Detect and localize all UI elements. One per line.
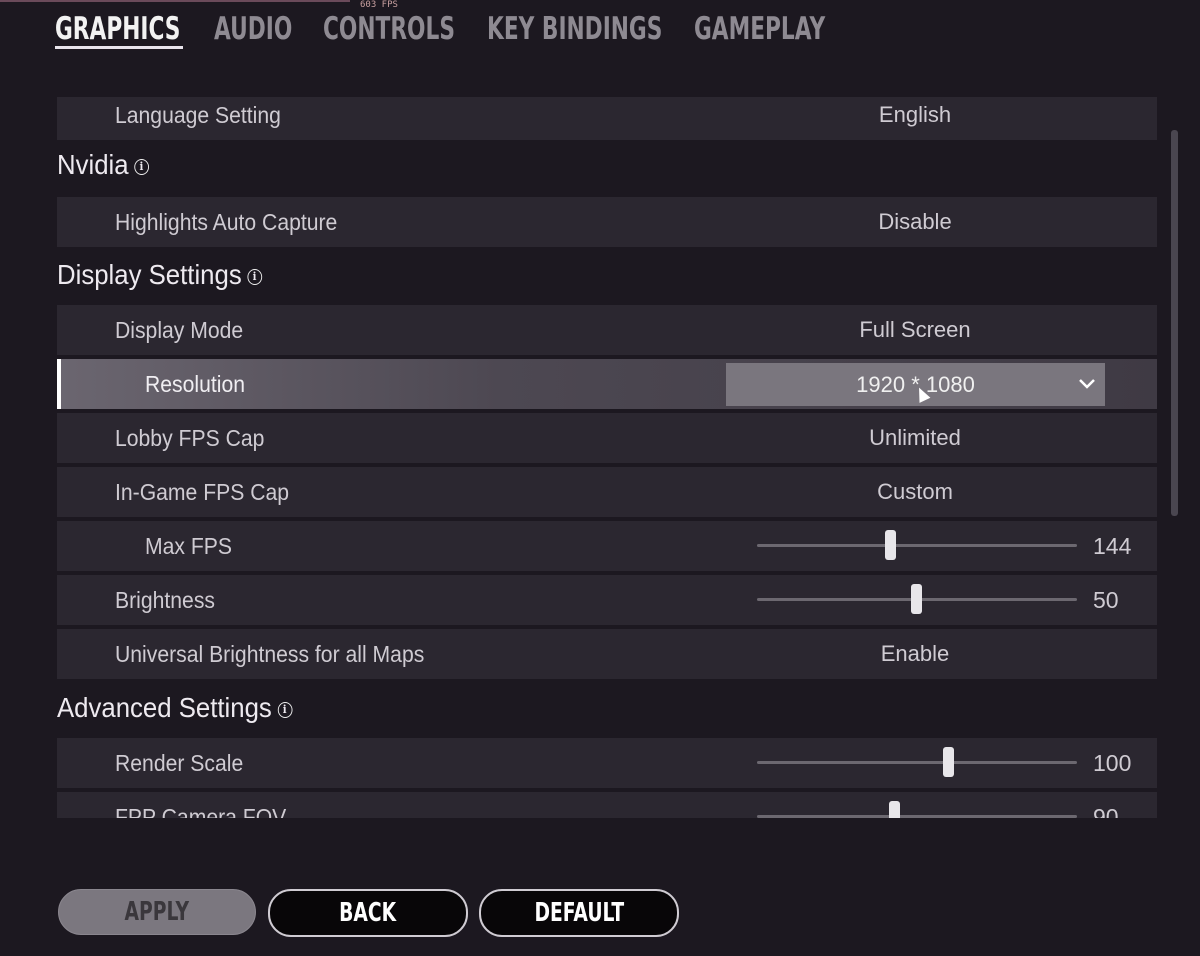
slider-thumb[interactable] <box>943 747 954 777</box>
back-button[interactable]: BACK <box>268 889 468 937</box>
tab-graphics[interactable]: GRAPHICS <box>55 11 181 47</box>
slider-thumb[interactable] <box>885 530 897 560</box>
section-header-nvidia: Nvidia i <box>57 140 149 190</box>
slider-value: 100 <box>1093 750 1132 776</box>
setting-label: FPP Camera FOV <box>115 804 287 818</box>
setting-label: Display Mode <box>115 317 244 343</box>
active-tab-indicator <box>55 46 183 49</box>
slider-value: 90 <box>1093 804 1119 818</box>
setting-row-display-mode[interactable]: Display Mode Full Screen <box>57 305 1157 355</box>
setting-row-highlights-auto-capture[interactable]: Highlights Auto Capture Disable <box>57 197 1157 247</box>
default-button[interactable]: DEFAULT <box>479 889 679 937</box>
fps-counter: 603 FPS <box>360 0 398 10</box>
info-icon[interactable]: i <box>134 158 149 175</box>
slider-value: 144 <box>1093 533 1132 559</box>
chevron-down-icon <box>1079 379 1095 389</box>
tab-controls[interactable]: CONTROLS <box>323 11 455 47</box>
slider-track[interactable] <box>757 747 1077 777</box>
tab-audio[interactable]: AUDIO <box>214 11 293 47</box>
setting-label: Language Setting <box>115 102 281 128</box>
setting-label: In-Game FPS Cap <box>115 479 290 505</box>
setting-value[interactable]: Full Screen <box>859 317 971 342</box>
setting-row-lobby-fps-cap[interactable]: Lobby FPS Cap Unlimited <box>57 413 1157 463</box>
apply-button[interactable]: APPLY <box>58 889 256 935</box>
slider-thumb[interactable] <box>888 801 900 818</box>
setting-label: Resolution <box>145 371 245 397</box>
slider-track[interactable] <box>757 530 1077 560</box>
tab-gameplay[interactable]: GAMEPLAY <box>694 11 826 47</box>
resolution-dropdown[interactable]: 1920 * 1080 <box>726 363 1105 406</box>
section-header-display-settings: Display Settings i <box>57 250 262 300</box>
slider-track[interactable] <box>757 801 1077 818</box>
setting-value[interactable]: Enable <box>880 641 950 666</box>
slider-track[interactable] <box>757 584 1077 614</box>
setting-row-fpp-camera-fov[interactable]: FPP Camera FOV 90 <box>57 792 1157 818</box>
setting-value[interactable]: Custom <box>877 479 953 504</box>
setting-row-brightness[interactable]: Brightness 50 <box>57 575 1157 625</box>
setting-row-resolution[interactable]: Resolution 1920 * 1080 <box>57 359 1157 409</box>
setting-label: Highlights Auto Capture <box>115 209 338 235</box>
setting-row-universal-brightness-for-all-maps[interactable]: Universal Brightness for all Maps Enable <box>57 629 1157 679</box>
scrollbar[interactable] <box>1171 130 1178 516</box>
setting-row-language-setting[interactable]: Language Setting English <box>57 97 1157 140</box>
setting-value[interactable]: Unlimited <box>869 425 961 450</box>
tab-key-bindings[interactable]: KEY BINDINGS <box>487 11 663 47</box>
setting-label: Lobby FPS Cap <box>115 425 265 451</box>
setting-label: Universal Brightness for all Maps <box>115 641 425 667</box>
slider-value: 50 <box>1093 587 1119 613</box>
setting-value[interactable]: English <box>878 102 952 127</box>
setting-row-render-scale[interactable]: Render Scale 100 <box>57 738 1157 788</box>
slider-thumb[interactable] <box>911 584 922 614</box>
setting-label: Brightness <box>115 587 215 613</box>
setting-label: Max FPS <box>145 533 233 559</box>
setting-row-in-game-fps-cap[interactable]: In-Game FPS Cap Custom <box>57 467 1157 517</box>
setting-value[interactable]: Disable <box>878 209 952 234</box>
selection-indicator <box>57 359 61 409</box>
info-icon[interactable]: i <box>247 268 262 285</box>
section-header-advanced-settings: Advanced Settings i <box>57 683 293 733</box>
info-icon[interactable]: i <box>277 701 293 718</box>
setting-row-max-fps[interactable]: Max FPS 144 <box>57 521 1157 571</box>
setting-label: Render Scale <box>115 750 244 776</box>
settings-list: Language Setting English Nvidia i Highlights… <box>57 97 1157 818</box>
tab-bar: GRAPHICS AUDIO CONTROLS KEY BINDINGS GAMEPLA… <box>0 12 900 46</box>
top-progress-line <box>0 0 350 2</box>
